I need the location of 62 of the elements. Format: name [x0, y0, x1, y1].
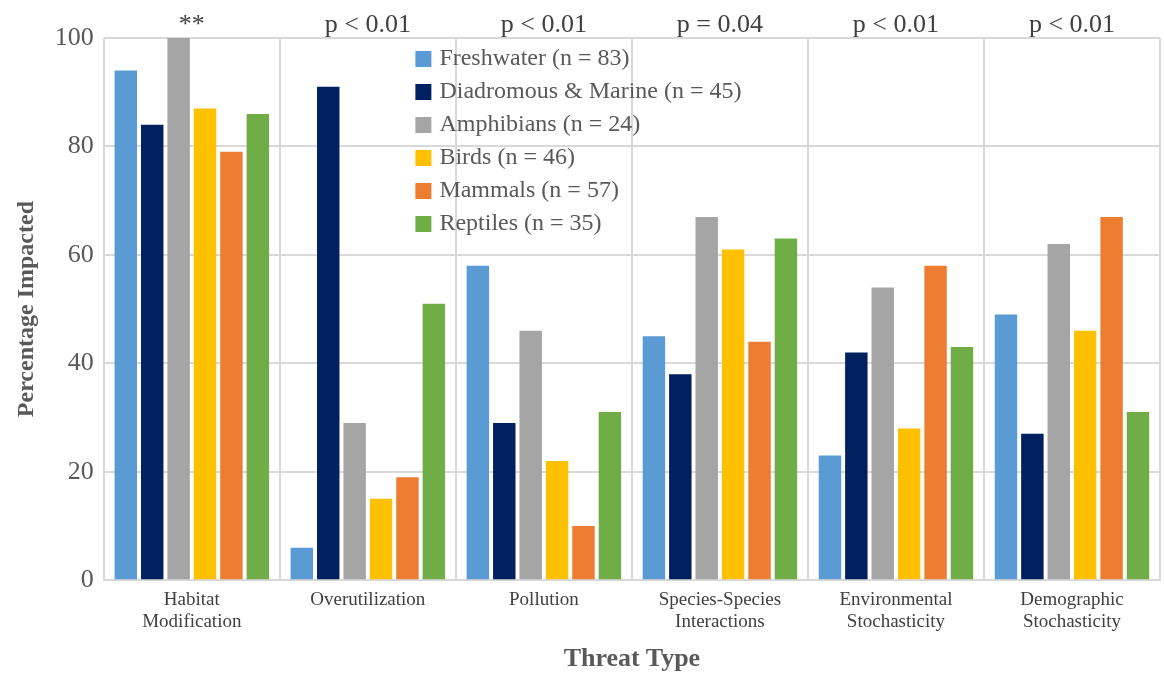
bar	[774, 238, 798, 580]
bar	[871, 287, 894, 580]
text: **	[178, 8, 205, 38]
bar	[343, 422, 366, 580]
bar	[1021, 433, 1044, 580]
x-tick-label: Pollution	[509, 587, 580, 609]
bar	[994, 314, 1018, 580]
bar	[290, 547, 314, 580]
legend-label: Freshwater (n = 83)	[439, 44, 630, 71]
bar	[1047, 244, 1070, 580]
legend-label: Birds (n = 46)	[439, 143, 575, 170]
x-tick-label: Demographic Stochasticity	[1020, 587, 1124, 632]
bar	[193, 108, 217, 580]
text: p = 0.04	[676, 8, 763, 38]
y-tick-label: 100	[54, 21, 94, 51]
bar	[669, 374, 692, 580]
text: p < 0.01	[1028, 8, 1116, 38]
bar	[924, 265, 947, 580]
bar	[1126, 412, 1150, 580]
bar	[167, 38, 190, 580]
bar	[519, 330, 542, 580]
bar	[950, 347, 974, 580]
bar	[598, 412, 622, 580]
bar	[369, 498, 393, 580]
bar	[845, 352, 868, 580]
x-tick-label: Overutilization	[310, 587, 426, 609]
bar	[572, 525, 595, 580]
bar	[642, 336, 666, 580]
bar	[818, 455, 842, 580]
bar	[422, 303, 446, 580]
bar	[748, 341, 771, 580]
bar	[114, 70, 138, 580]
y-tick-label: 60	[67, 238, 94, 268]
legend-label: Mammals (n = 57)	[439, 176, 619, 203]
bar	[721, 249, 745, 580]
x-tick-label: Species-Species Interactions	[658, 587, 782, 632]
bar	[246, 113, 270, 580]
y-tick-label: 40	[67, 347, 94, 377]
bar	[545, 460, 569, 580]
y-tick-label: 0	[80, 564, 94, 594]
bar	[396, 477, 419, 580]
x-tick-label: Habitat Modification	[142, 587, 242, 632]
bar	[466, 265, 490, 580]
x-axis-title: Threat Type	[563, 643, 701, 673]
bar	[695, 216, 718, 580]
bar	[1073, 330, 1097, 580]
bar	[493, 422, 516, 580]
text: p < 0.01	[852, 8, 940, 38]
text: p < 0.01	[500, 8, 587, 38]
bar	[1100, 216, 1123, 580]
legend-label: Reptiles (n = 35)	[439, 209, 602, 236]
bar	[897, 428, 921, 580]
bar	[317, 86, 340, 580]
y-tick-label: 80	[67, 130, 94, 160]
legend-label: Amphibians (n = 24)	[439, 110, 641, 137]
bar	[220, 151, 243, 580]
legend-label: Diadromous & Marine (n = 45)	[439, 77, 742, 104]
y-tick-label: 20	[67, 455, 94, 485]
x-tick-label: Environmental Stochasticity	[839, 587, 953, 632]
y-axis-title: Percentage Impacted	[11, 200, 38, 418]
bar	[140, 124, 164, 580]
text: p < 0.01	[324, 8, 411, 38]
